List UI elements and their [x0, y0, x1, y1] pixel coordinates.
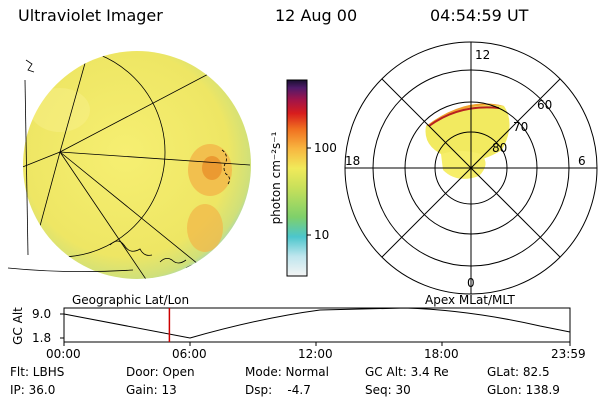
- colorbar-tick-10: 10: [314, 228, 330, 242]
- status-ip: IP: 36.0: [10, 383, 56, 397]
- colorbar-unit-label: photon cm⁻²s⁻¹: [269, 131, 283, 225]
- status-glon: GLon: 138.9: [487, 383, 560, 397]
- timeline-xtick-1800: 18:00: [424, 347, 459, 361]
- status-door: Door: Open: [126, 365, 195, 379]
- mlt-label-6: 6: [578, 154, 586, 168]
- timeline-ytick-bottom: 1.8: [32, 331, 52, 345]
- mlt-label-0: 0: [467, 276, 475, 290]
- status-gain: Gain: 13: [126, 383, 177, 397]
- status-filter: Flt: LBHS: [10, 365, 65, 379]
- status-mode: Mode: Normal: [245, 365, 329, 379]
- lat-label-80: 80: [492, 141, 508, 155]
- date-label: 12 Aug 00: [275, 6, 358, 25]
- status-seq: Seq: 30: [365, 383, 411, 397]
- timeline-axis-label: GC Alt: [11, 307, 25, 345]
- mlt-label-12: 12: [475, 48, 491, 62]
- polar-plot: [344, 41, 598, 295]
- status-gc-alt: GC Alt: 3.4 Re: [365, 365, 449, 379]
- status-glat: GLat: 82.5: [487, 365, 550, 379]
- status-dsp: Dsp: -4.7: [245, 383, 311, 397]
- timeline-plot: [60, 307, 571, 346]
- lat-label-70: 70: [513, 120, 529, 134]
- timeline-xtick-2359: 23:59: [551, 347, 586, 361]
- colorbar-tick-100: 100: [314, 141, 337, 155]
- colorbar: [286, 79, 308, 277]
- timeline-xtick-0000: 00:00: [46, 347, 81, 361]
- timeline-xtick-0600: 06:00: [172, 347, 207, 361]
- timeline-right-title: Apex MLat/MLT: [425, 293, 515, 307]
- timeline-xtick-1200: 12:00: [298, 347, 333, 361]
- mlt-label-18: 18: [345, 154, 361, 168]
- timeline-left-title: Geographic Lat/Lon: [72, 293, 190, 307]
- instrument-title: Ultraviolet Imager: [18, 6, 163, 25]
- time-label: 04:54:59 UT: [430, 6, 529, 25]
- earth-image: [7, 51, 251, 279]
- lat-label-60: 60: [537, 98, 553, 112]
- timeline-ytick-top: 9.0: [32, 307, 52, 321]
